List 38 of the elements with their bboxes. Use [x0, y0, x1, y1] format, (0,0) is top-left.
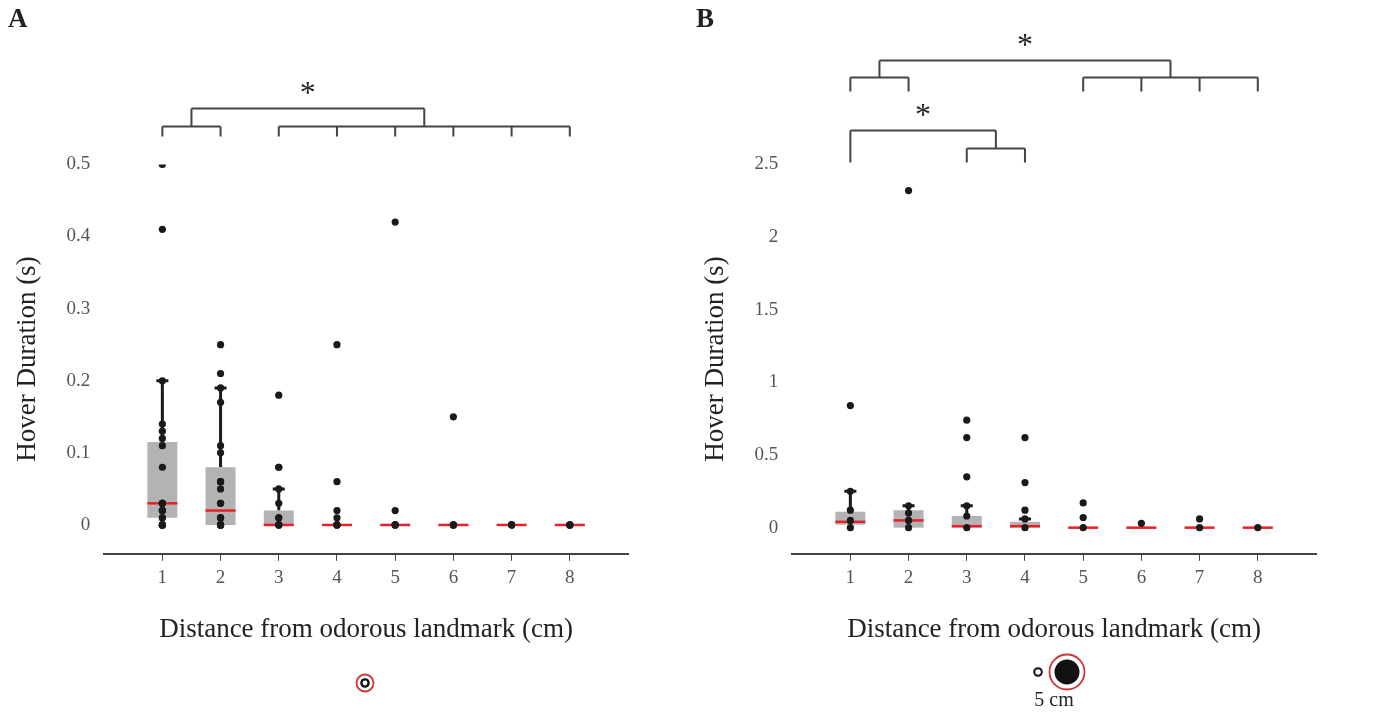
x-tick-label: 4 [1020, 566, 1031, 588]
x-tick-label: 5 [390, 566, 400, 588]
y-tick-label: 2.5 [754, 152, 779, 174]
x-tick-label: 6 [1136, 566, 1147, 588]
y-tick-label: 0.5 [66, 152, 91, 174]
y-tick-label: 2 [768, 225, 779, 247]
y-tick-label: 0.4 [66, 224, 91, 246]
y-tick-label: 0.5 [754, 442, 779, 464]
text: * [1016, 25, 1033, 62]
y-tick-label: 1.5 [754, 297, 779, 319]
x-tick-label: 7 [1194, 566, 1205, 588]
y-tick-label: 0.3 [66, 296, 91, 318]
x-tick-label: 3 [274, 566, 284, 588]
chart-title: B [696, 3, 715, 34]
y-axis-title: Hover Duration (s) [11, 256, 42, 462]
x-tick-label: 4 [332, 566, 343, 588]
x-tick-label: 1 [157, 566, 168, 588]
x-tick-label: 8 [1253, 566, 1263, 588]
text: 5 cm [1034, 688, 1074, 711]
x-tick-label: 6 [448, 566, 459, 588]
x-tick-label: 7 [506, 566, 517, 588]
text: * [299, 73, 316, 110]
text: * [915, 95, 932, 132]
x-tick-label: 2 [903, 566, 914, 588]
x-tick-label: 2 [215, 566, 226, 588]
x-tick-label: 8 [565, 566, 575, 588]
y-tick-label: 0.2 [66, 368, 91, 390]
x-axis-title: Distance from odorous landmark (cm) [159, 612, 574, 643]
y-tick-label: 0 [80, 512, 91, 534]
y-tick-label: 1 [768, 370, 779, 392]
y-tick-label: 0.1 [66, 440, 91, 462]
y-axis-title: Hover Duration (s) [699, 256, 730, 462]
y-tick-label: 0 [768, 515, 779, 537]
chart-title: A [8, 3, 28, 34]
x-tick-label: 1 [845, 566, 856, 588]
x-axis-title: Distance from odorous landmark (cm) [847, 612, 1262, 643]
x-tick-label: 3 [962, 566, 972, 588]
x-tick-label: 5 [1078, 566, 1088, 588]
